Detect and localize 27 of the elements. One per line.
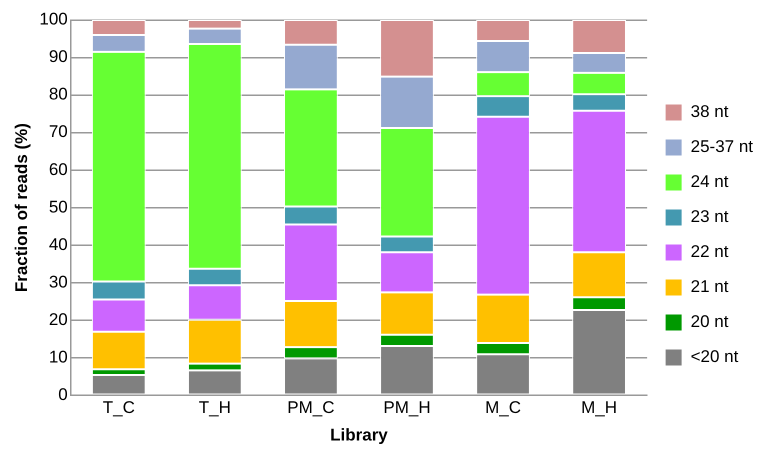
x-tick-label: T_C bbox=[102, 398, 135, 418]
y-tick-label: 20 bbox=[48, 310, 68, 329]
legend-label: 21 nt bbox=[690, 277, 729, 296]
x-tick-label: PM_H bbox=[383, 398, 431, 418]
y-tick-label: 80 bbox=[48, 84, 68, 104]
x-axis-title: Library bbox=[330, 425, 388, 444]
legend-label: 23 nt bbox=[690, 207, 729, 226]
legend-label: 22 nt bbox=[690, 242, 729, 262]
y-tick-label: 10 bbox=[48, 347, 68, 366]
x-tick-label: M_C bbox=[485, 398, 521, 418]
y-tick-label: 60 bbox=[48, 160, 68, 179]
x-tick-label: M_H bbox=[581, 398, 618, 418]
y-axis-title: Fraction of reads (%) bbox=[12, 123, 31, 292]
y-tick-label: 30 bbox=[48, 272, 68, 292]
x-tick-label: T_H bbox=[198, 398, 231, 418]
y-tick-label: 90 bbox=[48, 47, 68, 66]
x-tick-label: PM_C bbox=[287, 398, 335, 418]
legend-label: 25-37 nt bbox=[690, 137, 754, 156]
y-tick-label: 100 bbox=[39, 10, 68, 29]
legend-label: <20 nt bbox=[690, 347, 739, 366]
legend-label: 20 nt bbox=[690, 312, 729, 332]
legend-label: 24 nt bbox=[690, 172, 729, 192]
y-tick-label: 50 bbox=[48, 197, 68, 216]
legend-label: 38 nt bbox=[690, 102, 729, 122]
y-tick-label: 70 bbox=[48, 122, 68, 142]
y-tick-label: 0 bbox=[58, 384, 68, 404]
y-tick-label: 40 bbox=[48, 234, 68, 254]
